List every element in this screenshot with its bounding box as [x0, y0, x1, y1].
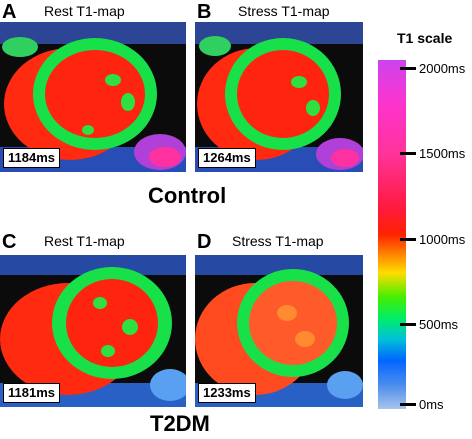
t1-map-control-stress: 1264ms	[195, 22, 363, 172]
tick-label-2000: 2000ms	[419, 61, 466, 76]
panel-c-letter: C	[2, 231, 17, 253]
panel-a-title: Rest T1-map	[44, 3, 125, 19]
control-label: Control	[148, 183, 227, 208]
t2dm-label: T2DM	[150, 411, 210, 436]
tick-label-0: 0ms	[419, 397, 444, 412]
tick-1500	[400, 152, 416, 155]
t1-map-t2dm-stress: 1233ms	[195, 255, 363, 407]
panel-c-title: Rest T1-map	[44, 233, 125, 249]
t1-map-control-rest: 1184ms	[0, 22, 186, 172]
t1-value-d: 1233ms	[198, 383, 256, 403]
tick-label-1500: 1500ms	[419, 146, 466, 161]
t1-colorbar	[378, 60, 406, 409]
tick-2000	[400, 67, 416, 70]
t1-value-a: 1184ms	[3, 148, 60, 168]
tick-1000	[400, 238, 416, 241]
tick-label-500: 500ms	[419, 317, 459, 332]
t1-scale-title: T1 scale	[397, 30, 453, 46]
panel-b-letter: B	[197, 1, 212, 23]
tick-500	[400, 323, 416, 326]
panel-a-letter: A	[2, 1, 17, 23]
t1-value-b: 1264ms	[198, 148, 256, 168]
panel-d-title: Stress T1-map	[232, 233, 324, 249]
tick-0	[400, 403, 416, 406]
panel-d-letter: D	[197, 231, 212, 253]
panel-b-title: Stress T1-map	[238, 3, 330, 19]
tick-label-1000: 1000ms	[419, 232, 466, 247]
t1-map-t2dm-rest: 1181ms	[0, 255, 186, 407]
t1-value-c: 1181ms	[3, 383, 60, 403]
